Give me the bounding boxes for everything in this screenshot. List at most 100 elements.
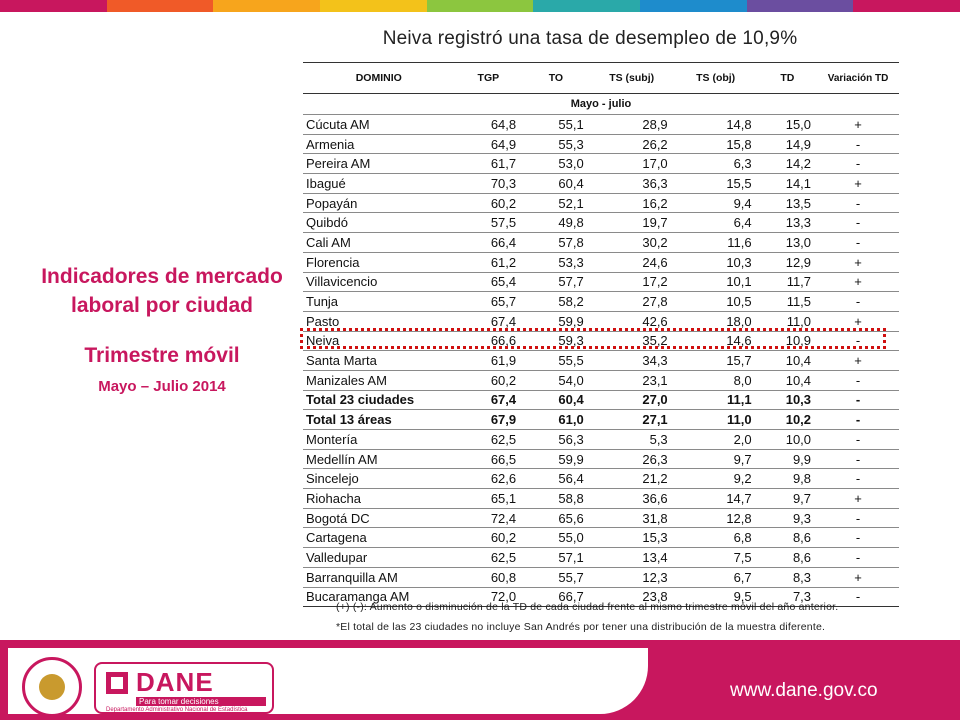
cell-ts-subj: 42,6 — [589, 311, 674, 332]
cell-ts-subj: 15,3 — [589, 527, 674, 549]
cell-to: 61,0 — [522, 409, 590, 430]
cell-tgp: 64,9 — [454, 134, 523, 155]
cell-tgp: 67,4 — [454, 311, 523, 332]
website-url[interactable]: www.dane.gov.co — [730, 680, 878, 701]
cell-tgp: 72,0 — [454, 587, 523, 608]
side-subtitle: Trimestre móvil — [84, 344, 240, 367]
cell-tgp: 65,4 — [454, 272, 523, 293]
cell-to: 49,8 — [522, 212, 590, 234]
cell-ts-subj: 26,3 — [589, 449, 674, 470]
cell-ts-obj: 14,7 — [673, 488, 758, 509]
colombia-seal-icon — [22, 657, 82, 717]
table-row: Bogotá DC 72,4 65,6 31,8 12,8 9,3- — [303, 508, 899, 529]
table-row: Tunja 65,7 58,2 27,8 10,5 11,5- — [303, 291, 899, 312]
cell-ts-obj: 9,4 — [673, 193, 758, 214]
cell-td: 8,3 — [757, 567, 818, 588]
cell-ts-subj: 5,3 — [589, 429, 674, 450]
cell-ts-subj: 19,7 — [589, 212, 674, 234]
cell-dominio: Popayán — [303, 193, 455, 214]
cell-td: 8,6 — [757, 527, 818, 549]
cell-variacion: - — [817, 587, 899, 608]
cell-ts-subj: 26,2 — [589, 134, 674, 155]
cell-dominio: Total 23 ciudades — [303, 390, 455, 411]
cell-variacion: - — [817, 193, 899, 214]
cell-variacion: + — [817, 350, 899, 371]
cell-ts-subj: 28,9 — [589, 114, 674, 135]
cell-td: 10,9 — [757, 331, 818, 352]
cell-ts-obj: 6,4 — [673, 212, 758, 234]
cell-dominio: Florencia — [303, 252, 455, 273]
cell-dominio: Ibagué — [303, 173, 455, 194]
cell-variacion: - — [817, 468, 899, 490]
cell-td: 10,4 — [757, 370, 818, 391]
cell-tgp: 67,9 — [454, 409, 523, 430]
cell-variacion: + — [817, 252, 899, 273]
cell-variacion: + — [817, 567, 899, 588]
cell-to: 59,9 — [522, 449, 590, 470]
cell-ts-obj: 6,7 — [673, 567, 758, 588]
cell-ts-subj: 24,6 — [589, 252, 674, 273]
cell-dominio: Barranquilla AM — [303, 567, 455, 588]
cell-variacion: - — [817, 232, 899, 253]
cell-to: 54,0 — [522, 370, 590, 391]
cell-tgp: 62,5 — [454, 547, 523, 568]
cell-ts-obj: 12,8 — [673, 508, 758, 529]
cell-ts-obj: 8,0 — [673, 370, 758, 391]
cell-dominio: Sincelejo — [303, 468, 455, 490]
cell-ts-obj: 11,6 — [673, 232, 758, 253]
cell-variacion: - — [817, 291, 899, 312]
period-label: Mayo - julio — [303, 93, 899, 115]
cell-td: 14,1 — [757, 173, 818, 194]
cell-variacion: - — [817, 409, 899, 430]
cell-ts-subj: 30,2 — [589, 232, 674, 253]
cell-ts-obj: 10,5 — [673, 291, 758, 312]
table-row: Pereira AM 61,7 53,0 17,0 6,3 14,2- — [303, 153, 899, 175]
cell-dominio: Manizales AM — [303, 370, 455, 391]
cell-ts-obj: 6,3 — [673, 153, 758, 175]
cell-td: 10,3 — [757, 390, 818, 411]
cell-variacion: - — [817, 331, 899, 352]
cell-to: 59,9 — [522, 311, 590, 332]
cell-dominio: Tunja — [303, 291, 455, 312]
cell-dominio: Medellín AM — [303, 449, 455, 470]
cell-ts-subj: 36,3 — [589, 173, 674, 194]
cell-td: 11,7 — [757, 272, 818, 293]
cell-variacion: - — [817, 153, 899, 175]
color-stripe-bar — [0, 0, 960, 12]
cell-variacion: - — [817, 449, 899, 470]
cell-td: 9,7 — [757, 488, 818, 509]
cell-tgp: 66,6 — [454, 331, 523, 352]
cell-tgp: 66,4 — [454, 232, 523, 253]
table-row: Florencia 61,2 53,3 24,6 10,3 12,9 + — [303, 252, 899, 273]
cell-ts-subj: 13,4 — [589, 547, 674, 568]
cell-ts-subj: 27,1 — [589, 409, 674, 430]
side-title-line2: laboral por ciudad — [70, 294, 254, 317]
cell-tgp: 60,2 — [454, 370, 523, 391]
cell-tgp: 57,5 — [454, 212, 523, 234]
cell-ts-obj: 11,0 — [673, 409, 758, 430]
cell-dominio: Pereira AM — [303, 153, 455, 175]
cell-tgp: 66,5 — [454, 449, 523, 470]
cell-tgp: 62,5 — [454, 429, 523, 450]
cell-ts-obj: 10,1 — [673, 272, 758, 293]
cell-to: 53,0 — [522, 153, 590, 175]
cell-dominio: Riohacha — [303, 488, 455, 509]
table-row: Bucaramanga AM 72,0 66,7 23,8 9,5 7,3- — [303, 587, 899, 608]
cell-to: 52,1 — [522, 193, 590, 214]
cell-dominio: Armenia — [303, 134, 455, 155]
cell-ts-subj: 27,0 — [589, 390, 674, 411]
table-row: Valledupar 62,5 57,1 13,4 7,5 8,6- — [303, 547, 899, 568]
footer-logo-area: DANE Para tomar decisiones Departamento … — [8, 648, 648, 717]
cell-variacion: + — [817, 114, 899, 135]
cell-ts-obj: 14,6 — [673, 331, 758, 352]
cell-td: 10,2 — [757, 409, 818, 430]
cell-dominio: Cúcuta AM — [303, 114, 455, 135]
cell-variacion: + — [817, 272, 899, 293]
cell-to: 60,4 — [522, 390, 590, 411]
cell-dominio: Cartagena — [303, 527, 455, 549]
footer: DANE Para tomar decisiones Departamento … — [0, 640, 960, 720]
cell-variacion: - — [817, 370, 899, 391]
dane-logo-name: DANE — [136, 667, 214, 697]
table-row: Sincelejo 62,6 56,4 21,2 9,2 9,8- — [303, 468, 899, 490]
cell-td: 12,9 — [757, 252, 818, 273]
